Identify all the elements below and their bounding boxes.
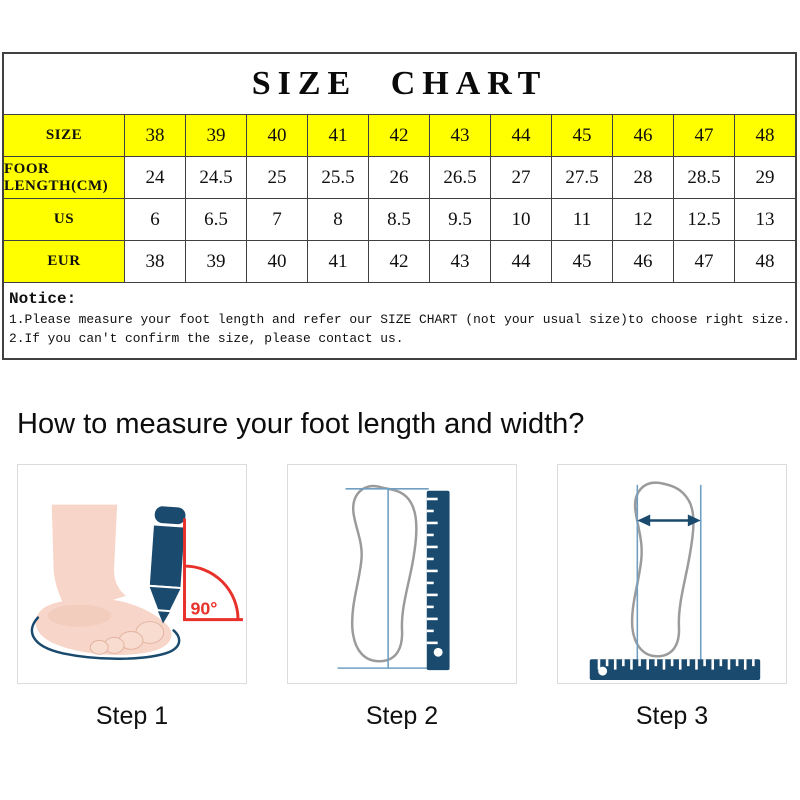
row-header-cell: FOOR LENGTH(CM) — [4, 156, 124, 198]
foot-outline — [350, 484, 418, 663]
size-value-cell: 46 — [612, 114, 673, 156]
size-value-cell: 26 — [368, 156, 429, 198]
foot-illustration — [35, 504, 172, 655]
size-value-cell: 39 — [185, 240, 246, 282]
size-value-cell: 8.5 — [368, 198, 429, 240]
size-table-row: EUR 38 39 40 41 42 43 44 45 46 47 48 — [4, 240, 795, 282]
angle-90-icon: 90° — [183, 518, 243, 622]
size-value-cell: 46 — [612, 240, 673, 282]
size-value-cell: 40 — [246, 240, 307, 282]
foot-pen-90deg-icon: 90° — [30, 504, 243, 660]
size-value-cell: 24.5 — [185, 156, 246, 198]
size-value-cell: 47 — [673, 240, 734, 282]
size-value-cell: 29 — [734, 156, 795, 198]
size-value-cell: 6 — [124, 198, 185, 240]
size-value-cell: 39 — [185, 114, 246, 156]
size-value-cell: 28.5 — [673, 156, 734, 198]
step3-label: Step 3 — [635, 702, 709, 730]
size-table-rows: SIZE 38 39 40 41 42 43 44 45 46 47 48 FOOR LENGTH(CM… — [4, 114, 795, 282]
size-value-cell: 27 — [490, 156, 551, 198]
size-chart-title: SIZE CHART — [251, 65, 548, 102]
size-value-cell: 9.5 — [429, 198, 490, 240]
size-value-cell: 7 — [246, 198, 307, 240]
size-value-cell: 12 — [612, 198, 673, 240]
angle-value-label: 90° — [190, 599, 217, 619]
pen-icon — [148, 506, 186, 624]
size-value-cell: 28 — [612, 156, 673, 198]
size-chart-table: SIZE CHART SIZE 38 39 40 41 42 43 44 45 46 47 48 FOO… — [2, 52, 797, 360]
size-value-cell: 43 — [429, 240, 490, 282]
measure-lines — [636, 484, 702, 660]
size-value-cell: 40 — [246, 114, 307, 156]
width-arrow-icon — [637, 514, 701, 527]
size-value-cell: 8 — [307, 198, 368, 240]
size-value-cell: 13 — [734, 198, 795, 240]
size-value-cell: 38 — [124, 114, 185, 156]
size-value-cell: 38 — [124, 240, 185, 282]
notice-title: Notice: — [9, 290, 77, 308]
step2-label: Step 2 — [365, 702, 439, 730]
size-value-cell: 42 — [368, 240, 429, 282]
row-header-cell: US — [4, 198, 124, 240]
size-value-cell: 6.5 — [185, 198, 246, 240]
step2-illustration — [287, 464, 517, 684]
row-header-cell: SIZE — [4, 114, 124, 156]
size-value-cell: 43 — [429, 114, 490, 156]
size-value-cell: 45 — [551, 240, 612, 282]
size-table-row: SIZE 38 39 40 41 42 43 44 45 46 47 48 — [4, 114, 795, 156]
foot-length-measure-icon — [337, 484, 450, 671]
size-value-cell: 48 — [734, 114, 795, 156]
horizontal-ruler-icon — [589, 659, 761, 681]
size-value-cell: 41 — [307, 240, 368, 282]
step1-label: Step 1 — [95, 702, 169, 730]
size-value-cell: 42 — [368, 114, 429, 156]
notice-line: 1.Please measure your foot length and re… — [9, 312, 791, 327]
size-value-cell: 12.5 — [673, 198, 734, 240]
size-table-row: FOOR LENGTH(CM) 24 24.5 25 25.5 26 26.5 27 27.5 2… — [4, 156, 795, 198]
notice-section: Notice: 1.Please measure your foot lengt… — [4, 282, 795, 358]
size-value-cell: 24 — [124, 156, 185, 198]
size-value-cell: 44 — [490, 114, 551, 156]
size-value-cell: 25 — [246, 156, 307, 198]
vertical-ruler-icon — [426, 490, 450, 671]
size-value-cell: 26.5 — [429, 156, 490, 198]
step3-illustration — [557, 464, 787, 684]
size-value-cell: 47 — [673, 114, 734, 156]
traced-outline — [30, 616, 181, 660]
measure-guide-heading: How to measure your foot length and widt… — [17, 408, 585, 440]
size-value-cell: 48 — [734, 240, 795, 282]
size-value-cell: 44 — [490, 240, 551, 282]
size-value-cell: 25.5 — [307, 156, 368, 198]
foot-width-measure-icon — [589, 481, 761, 681]
notice-line: 2.If you can't confirm the size, please … — [9, 331, 404, 346]
size-value-cell: 45 — [551, 114, 612, 156]
size-value-cell: 41 — [307, 114, 368, 156]
step1-illustration: 90° — [17, 464, 247, 684]
size-value-cell: 27.5 — [551, 156, 612, 198]
measure-lines — [337, 487, 429, 669]
size-table-row: US 6 6.5 7 8 8.5 9.5 10 11 12 12.5 13 — [4, 198, 795, 240]
size-value-cell: 11 — [551, 198, 612, 240]
size-value-cell: 10 — [490, 198, 551, 240]
row-header-cell: EUR — [4, 240, 124, 282]
foot-outline — [630, 481, 695, 658]
